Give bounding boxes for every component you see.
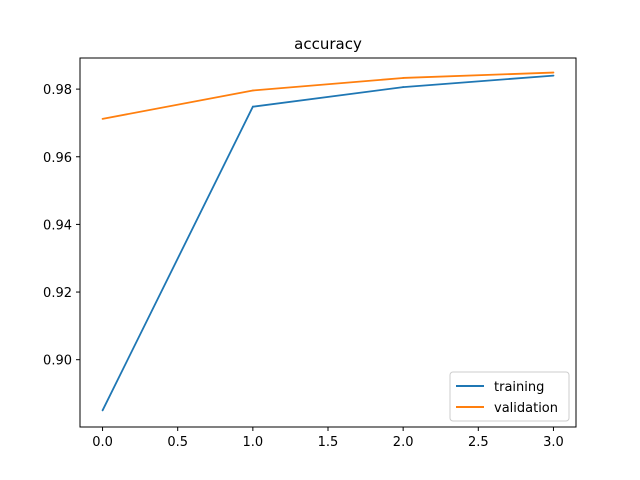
series-line-validation (102, 71, 554, 120)
x-axis: 0.0 0.5 1.0 1.5 2.0 2.5 3.0 (92, 427, 564, 450)
y-axis: 0.90 0.92 0.94 0.96 0.98 (43, 83, 80, 369)
data-point-training (552, 74, 555, 77)
data-point-validation (552, 71, 555, 74)
y-tick-label: 0.90 (43, 354, 72, 369)
x-tick-label: 0.0 (92, 435, 113, 450)
x-tick-label: 2.0 (393, 435, 414, 450)
data-point-validation (101, 117, 104, 120)
data-point-training (101, 409, 104, 412)
x-tick-label: 1.0 (243, 435, 264, 450)
y-tick-label: 0.92 (43, 286, 72, 301)
series-line-training (101, 74, 554, 411)
x-tick-label: 3.0 (543, 435, 564, 450)
y-tick-label: 0.98 (43, 83, 72, 98)
legend: training validation (449, 371, 570, 422)
legend-box (449, 371, 570, 422)
data-point-validation (251, 89, 254, 92)
x-tick-label: 0.5 (167, 435, 188, 450)
legend-label-training: training (494, 380, 544, 395)
y-tick-label: 0.94 (43, 218, 72, 233)
x-tick-label: 2.5 (468, 435, 489, 450)
data-point-training (402, 86, 405, 88)
chart-title: accuracy (294, 35, 362, 53)
legend-label-validation: validation (494, 401, 558, 416)
x-tick-label: 1.5 (318, 435, 339, 450)
series-lines (101, 71, 555, 412)
data-point-validation (402, 77, 405, 79)
y-tick-label: 0.96 (43, 151, 72, 166)
data-point-training (251, 105, 254, 108)
